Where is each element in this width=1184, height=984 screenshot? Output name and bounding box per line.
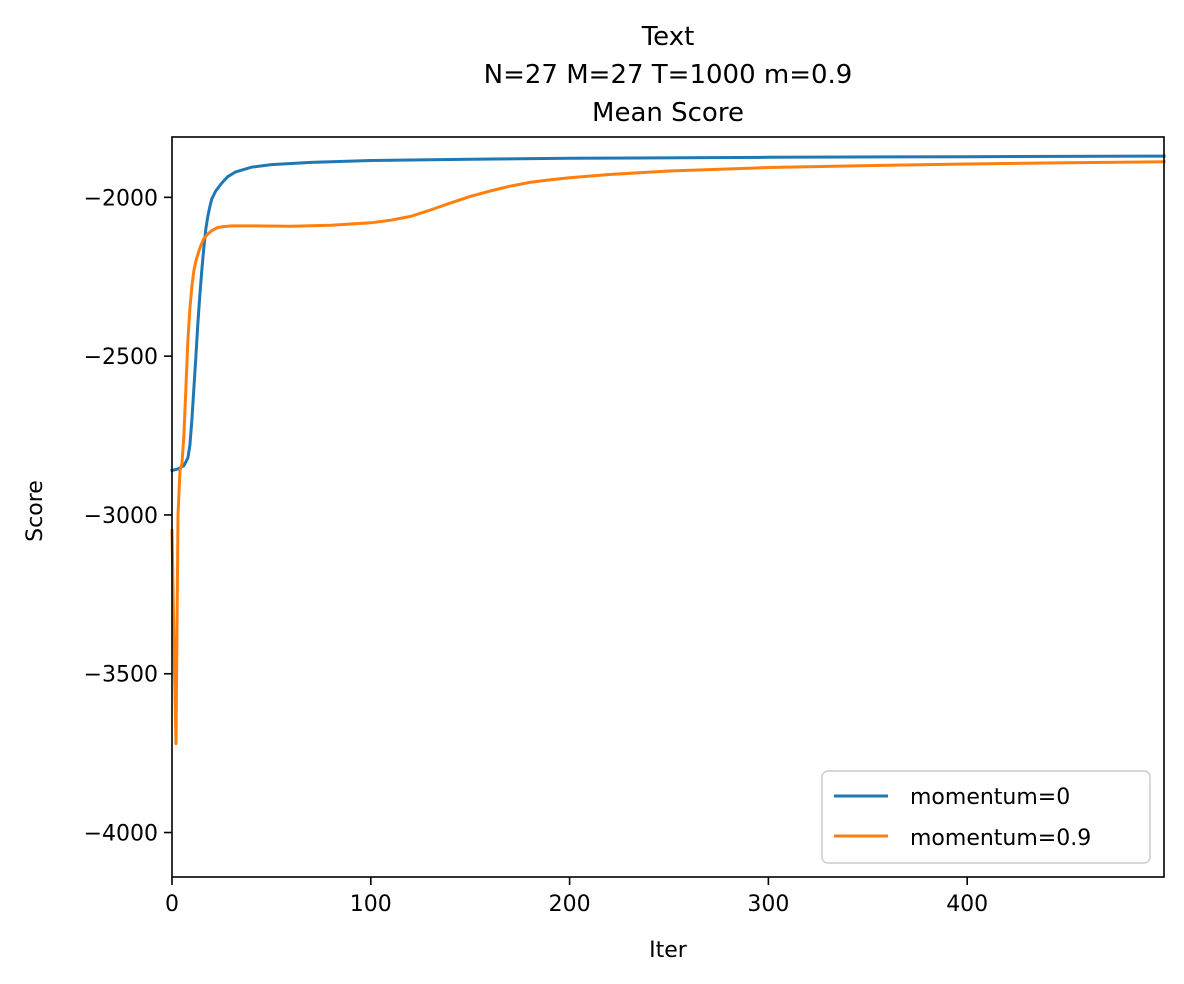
y-axis-label: Score [23,480,48,542]
plot-frame [171,136,1165,878]
y-tick-label: −2000 [84,186,158,211]
x-axis-label: Iter [649,938,688,963]
chart-title: Text [641,22,695,52]
x-tick-label: 200 [549,892,591,917]
plot-lines [170,154,1166,746]
y-axis-ticks: −2000 −2500 −3000 −3500 −4000 [84,186,172,847]
x-tick-label: 400 [946,892,988,917]
chart-subtitle-metric: Mean Score [592,98,744,128]
legend-label-momentum-0-9: momentum=0.9 [910,826,1091,851]
legend-label-momentum-0: momentum=0 [910,785,1070,810]
x-axis-ticks: 0 100 200 300 400 [165,877,988,917]
chart-subtitle: N=27 M=27 T=1000 m=0.9 [484,60,853,90]
y-tick-label: −3000 [84,504,158,529]
series-line-momentum-0-9 [170,160,1166,746]
y-tick-label: −3500 [84,663,158,688]
x-tick-label: 0 [165,892,179,917]
x-tick-label: 300 [747,892,789,917]
x-tick-label: 100 [350,892,392,917]
y-tick-label: −2500 [84,345,158,370]
y-tick-label: −4000 [84,822,158,847]
series-line-momentum-0 [170,154,1166,473]
legend-box [821,770,1151,864]
legend: momentum=0 momentum=0.9 [821,770,1151,864]
